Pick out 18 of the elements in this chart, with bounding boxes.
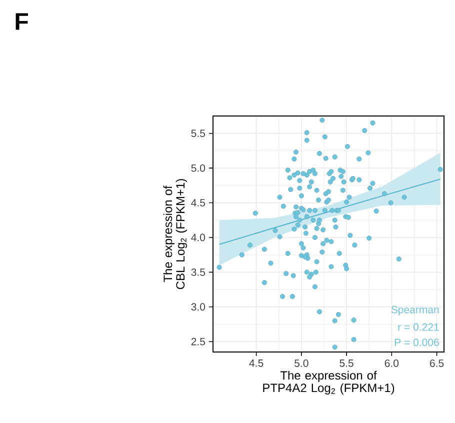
y-tick-label: 3.0	[191, 303, 206, 311]
x-axis-title: The expression of PTP4A2 Log$_{2}$ (FPKM+1)	[263, 370, 394, 395]
line-series	[218, 178, 441, 245]
chart-title: F	[16, 13, 28, 30]
x-tick-label: 4.5	[249, 360, 264, 367]
x-tick-label: 5.0	[294, 360, 308, 367]
y-tick-label: 5.5	[191, 130, 206, 138]
x-tick-label: 5.5	[340, 360, 354, 367]
annotation: P = 0.006	[394, 338, 439, 346]
x-tick-label: 6.0	[384, 360, 399, 367]
y-tick-label: 2.5	[191, 338, 206, 346]
y-tick-label: 3.5	[191, 268, 206, 276]
y-tick-label: 4.5	[191, 199, 206, 206]
x-tick-label: 6.5	[430, 360, 444, 367]
y-tick-label: 5.0	[191, 164, 206, 172]
y-tick-label: 4.0	[191, 234, 206, 242]
annotation: Spearman	[391, 306, 439, 316]
annotation: r = 0.221	[398, 323, 439, 331]
